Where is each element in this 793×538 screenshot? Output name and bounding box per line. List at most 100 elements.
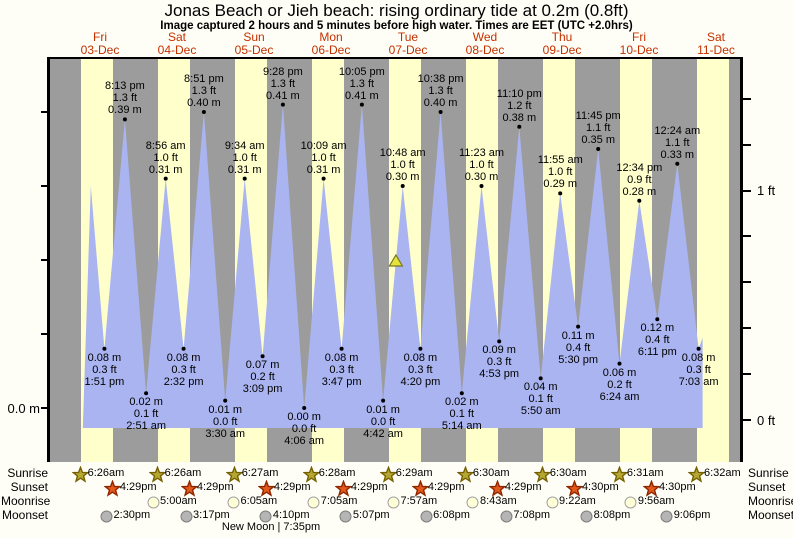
tide-point-dot — [696, 346, 701, 351]
left-axis-tick — [41, 259, 49, 261]
moonset-icon — [420, 510, 433, 522]
row-label-moonrise-right: Moonrise — [748, 494, 793, 508]
tide-point-dot — [459, 391, 464, 396]
moon-phase-label: New Moon | 7:35pm — [221, 521, 321, 533]
moonset-time: 4:10pm — [272, 509, 310, 521]
moonrise-icon — [307, 496, 320, 508]
moonset-icon — [580, 510, 593, 522]
right-axis-1ft-label: 1 ft — [757, 183, 776, 198]
left-axis-tick — [41, 111, 49, 113]
moonset-time: 8:08pm — [593, 509, 631, 521]
moonset-icon — [259, 510, 272, 522]
day-label: Wed 08-Dec — [465, 30, 505, 57]
tide-point-dot — [558, 191, 563, 196]
tide-point-dot — [617, 361, 622, 366]
high-tide-label: 10:05 pm 1.3 ft 0.41 m — [338, 65, 385, 102]
sunrise-icon — [534, 465, 552, 483]
low-tide-label: 0.04 m 0.1 ft 5:50 am — [520, 381, 561, 418]
low-tide-label: 0.09 m 0.3 ft 4:53 pm — [479, 344, 520, 381]
tide-point-dot — [576, 324, 581, 329]
moonset-time: 3:17pm — [193, 509, 230, 521]
moonset-icon — [180, 510, 193, 522]
left-axis-tick — [41, 333, 49, 335]
sunrise-icon — [149, 465, 167, 483]
moonset-icon — [100, 510, 113, 522]
right-axis-tick — [743, 373, 751, 376]
moonrise-icon — [624, 496, 637, 508]
high-tide-label: 12:24 am 1.1 ft 0.33 m — [654, 124, 701, 161]
moonrise-icon — [546, 496, 559, 508]
high-tide-label: 11:55 am 1.0 ft 0.29 m — [537, 154, 583, 191]
high-tide-label: 11:10 pm 1.2 ft 0.38 m — [496, 87, 542, 124]
tide-point-dot — [596, 147, 601, 151]
tide-point-dot — [400, 184, 405, 188]
moonrise-time: 9:56am — [637, 495, 675, 507]
left-axis-zero-label: 0.0 m — [7, 401, 40, 416]
low-tide-label: 0.11 m 0.4 ft 5:30 pm — [558, 329, 599, 366]
moonrise-time: 5:00am — [160, 495, 197, 507]
moonset-time: 5:07pm — [352, 509, 390, 521]
low-tide-label: 0.06 m 0.2 ft 6:24 am — [599, 366, 640, 403]
moonset-time: 2:30pm — [113, 509, 151, 521]
tide-point-dot — [223, 398, 228, 403]
right-axis-tick — [743, 143, 751, 146]
low-tide-label: 0.08 m 0.3 ft 3:47 pm — [321, 351, 362, 388]
moonset-icon — [500, 510, 513, 522]
sunrise-icon — [380, 465, 398, 483]
tide-point-dot — [517, 124, 522, 129]
low-tide-label: 0.02 m 0.1 ft 2:51 am — [126, 396, 167, 433]
sunset-icon — [412, 479, 430, 497]
sunset-time: 4:29pm — [196, 481, 234, 493]
row-label-moonset-right: Moonset — [748, 508, 793, 522]
day-label: Mon 06-Dec — [311, 30, 351, 57]
low-tide-label: 0.01 m 0.0 ft 3:30 am — [205, 403, 246, 440]
day-label: Tue 07-Dec — [388, 30, 428, 57]
moonrise-time: 6:05am — [240, 495, 278, 507]
low-tide-label: 0.01 m 0.0 ft 4:42 am — [363, 403, 403, 440]
current-time-marker-icon — [388, 253, 404, 267]
plot-top-border — [48, 57, 743, 59]
sunrise-time: 6:30am — [472, 467, 510, 479]
right-axis-tick — [743, 97, 751, 100]
sunrise-icon — [226, 465, 244, 483]
moonset-icon — [660, 510, 673, 522]
sunset-icon — [566, 479, 584, 497]
sunset-time: 4:29pm — [427, 481, 465, 493]
sunrise-time: 6:26am — [164, 467, 202, 479]
moonset-time: 9:06pm — [673, 509, 711, 521]
sunset-time: 4:29pm — [119, 481, 157, 493]
day-label: Sat 11-Dec — [697, 30, 735, 57]
low-tide-label: 0.08 m 0.3 ft 2:32 pm — [163, 351, 204, 388]
right-axis-tick — [743, 235, 751, 238]
tide-point-dot — [302, 406, 307, 410]
day-label: Sat 04-Dec — [157, 30, 197, 57]
tide-point-dot — [201, 110, 206, 114]
low-tide-label: 0.08 m 0.3 ft 4:20 pm — [400, 351, 441, 388]
sunrise-time: 6:28am — [318, 467, 356, 479]
tide-point-dot — [144, 391, 149, 396]
moonrise-icon — [227, 496, 240, 508]
tide-point-dot — [359, 102, 364, 107]
sunrise-icon — [457, 465, 475, 483]
left-axis-tick — [41, 407, 49, 409]
moonrise-time: 7:05am — [320, 495, 358, 507]
tide-curve-svg — [82, 102, 703, 428]
high-tide-label: 8:13 pm 1.3 ft 0.39 m — [104, 80, 145, 117]
moonset-icon — [339, 510, 352, 522]
low-tide-label: 0.07 m 0.2 ft 3:09 pm — [242, 359, 283, 396]
tide-point-dot — [675, 161, 680, 166]
tide-curve — [82, 104, 703, 428]
chart-subtitle: Image captured 2 hours and 5 minutes bef… — [160, 20, 633, 32]
tide-point-dot — [538, 376, 543, 381]
moonrise-time: 9:22am — [559, 495, 596, 507]
tide-point-dot — [102, 346, 107, 351]
sunrise-time: 6:26am — [87, 467, 125, 479]
sunset-time: 4:30pm — [581, 481, 619, 493]
tide-point-dot — [280, 102, 285, 107]
high-tide-label: 12:34 pm 0.9 ft 0.28 m — [616, 161, 663, 198]
sunrise-time: 6:27am — [241, 467, 279, 479]
row-label-sunset-left: Sunset — [10, 480, 48, 494]
tide-point-dot — [655, 317, 660, 322]
sunset-time: 4:29pm — [504, 481, 542, 493]
